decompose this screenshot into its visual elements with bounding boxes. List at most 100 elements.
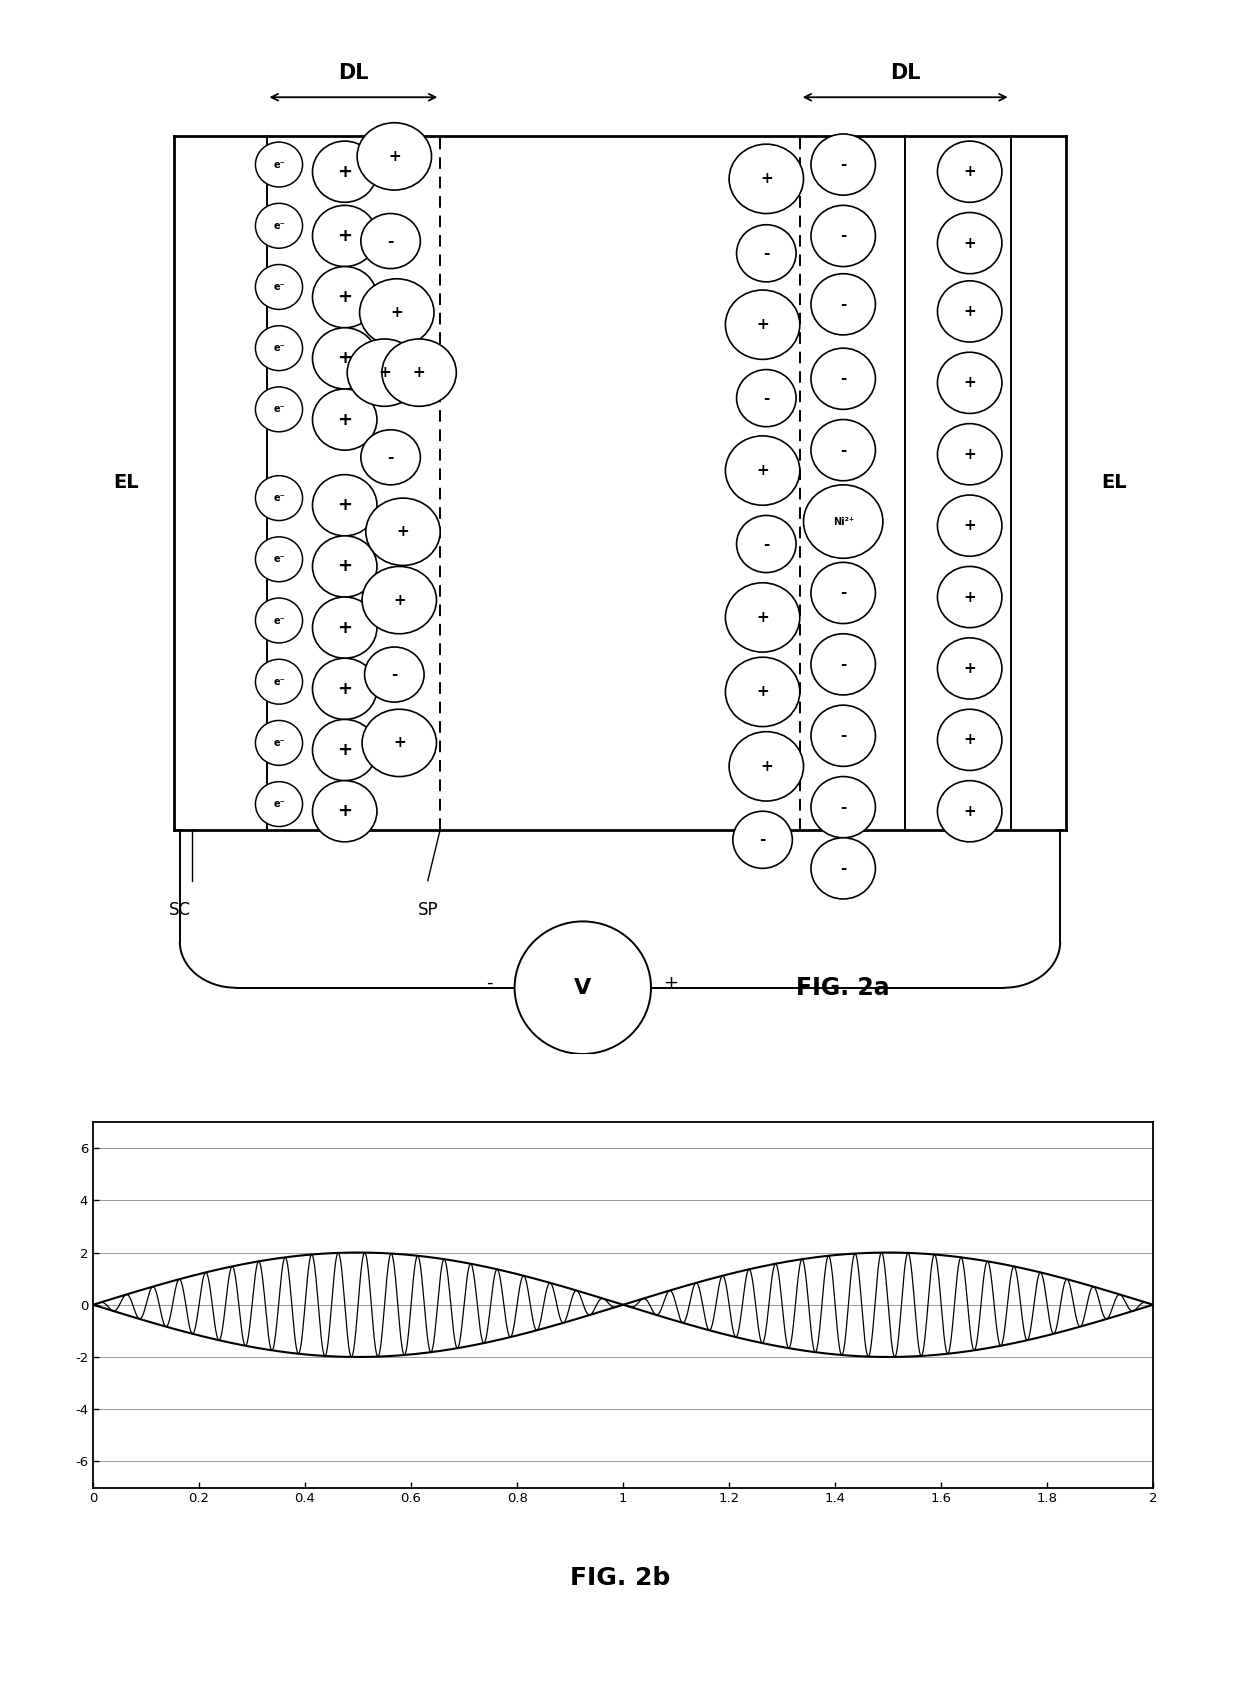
Ellipse shape [937, 780, 1002, 842]
Text: e⁻: e⁻ [273, 221, 285, 231]
Ellipse shape [255, 598, 303, 643]
Text: -: - [839, 371, 847, 386]
Ellipse shape [312, 780, 377, 842]
Text: +: + [963, 447, 976, 462]
Ellipse shape [737, 224, 796, 282]
Text: +: + [337, 350, 352, 367]
Text: +: + [391, 304, 403, 320]
Text: +: + [337, 680, 352, 697]
Text: -: - [839, 156, 847, 172]
Ellipse shape [255, 476, 303, 520]
Ellipse shape [255, 721, 303, 765]
Ellipse shape [312, 474, 377, 536]
Text: +: + [397, 524, 409, 539]
Text: -: - [839, 442, 847, 457]
Text: -: - [763, 537, 770, 551]
Text: +: + [963, 304, 976, 320]
Ellipse shape [312, 267, 377, 328]
Ellipse shape [937, 709, 1002, 770]
Text: +: + [663, 974, 678, 991]
Ellipse shape [312, 206, 377, 267]
Ellipse shape [255, 660, 303, 704]
Ellipse shape [937, 638, 1002, 699]
Text: +: + [413, 366, 425, 381]
Ellipse shape [811, 838, 875, 899]
Ellipse shape [312, 719, 377, 780]
Text: Ni²⁺: Ni²⁺ [832, 517, 854, 527]
Text: FIG. 2b: FIG. 2b [570, 1566, 670, 1590]
Ellipse shape [811, 134, 875, 196]
Text: +: + [337, 411, 352, 428]
Ellipse shape [255, 326, 303, 371]
Text: SP: SP [418, 901, 438, 920]
Ellipse shape [312, 328, 377, 389]
Ellipse shape [811, 563, 875, 624]
Text: +: + [963, 804, 976, 819]
Ellipse shape [937, 141, 1002, 202]
Ellipse shape [312, 141, 377, 202]
Ellipse shape [362, 566, 436, 634]
Text: +: + [337, 741, 352, 758]
Ellipse shape [361, 214, 420, 269]
Ellipse shape [725, 658, 800, 726]
Text: +: + [760, 758, 773, 774]
Text: V: V [574, 977, 591, 998]
Text: +: + [756, 318, 769, 332]
Ellipse shape [804, 484, 883, 558]
Text: -: - [763, 246, 770, 260]
Ellipse shape [361, 430, 420, 484]
Ellipse shape [725, 583, 800, 653]
Text: +: + [393, 593, 405, 607]
Ellipse shape [312, 597, 377, 658]
Ellipse shape [255, 388, 303, 432]
Text: -: - [839, 228, 847, 243]
Ellipse shape [733, 811, 792, 869]
Ellipse shape [729, 731, 804, 801]
Ellipse shape [255, 265, 303, 309]
Text: EL: EL [1101, 473, 1127, 493]
Ellipse shape [312, 389, 377, 450]
Text: +: + [337, 619, 352, 636]
Text: +: + [378, 366, 391, 381]
Text: +: + [388, 150, 401, 163]
Text: -: - [387, 450, 394, 464]
Text: -: - [839, 585, 847, 600]
Text: -: - [839, 298, 847, 311]
Text: -: - [763, 391, 770, 406]
Text: +: + [963, 518, 976, 534]
Ellipse shape [725, 435, 800, 505]
Text: DL: DL [339, 63, 368, 83]
Text: -: - [839, 860, 847, 876]
Ellipse shape [312, 536, 377, 597]
Ellipse shape [382, 338, 456, 406]
Text: -: - [839, 656, 847, 672]
Text: e⁻: e⁻ [273, 615, 285, 626]
Text: -: - [759, 833, 766, 847]
Ellipse shape [811, 706, 875, 767]
Text: +: + [393, 736, 405, 750]
Ellipse shape [937, 352, 1002, 413]
Ellipse shape [811, 777, 875, 838]
Text: e⁻: e⁻ [273, 677, 285, 687]
Text: -: - [486, 974, 492, 991]
Ellipse shape [255, 143, 303, 187]
Ellipse shape [366, 498, 440, 566]
Ellipse shape [737, 515, 796, 573]
Ellipse shape [725, 291, 800, 359]
Text: +: + [337, 496, 352, 513]
Text: DL: DL [890, 63, 920, 83]
Text: e⁻: e⁻ [273, 554, 285, 564]
Text: +: + [963, 590, 976, 605]
Text: e⁻: e⁻ [273, 493, 285, 503]
Text: FIG. 2a: FIG. 2a [796, 976, 890, 1000]
Text: +: + [756, 685, 769, 699]
Text: +: + [963, 376, 976, 391]
Ellipse shape [255, 782, 303, 826]
Text: e⁻: e⁻ [273, 160, 285, 170]
Text: e⁻: e⁻ [273, 738, 285, 748]
Ellipse shape [360, 279, 434, 347]
Ellipse shape [515, 921, 651, 1054]
Ellipse shape [255, 537, 303, 581]
Text: e⁻: e⁻ [273, 799, 285, 809]
Text: e⁻: e⁻ [273, 405, 285, 415]
